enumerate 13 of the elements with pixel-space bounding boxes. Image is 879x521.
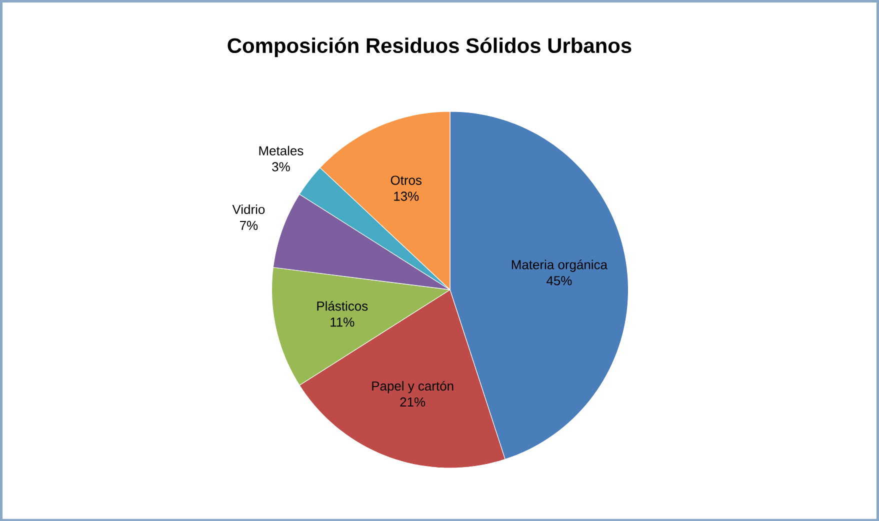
data-label: 13% — [394, 191, 419, 201]
data-label: 7% — [240, 220, 258, 230]
slice-label: Plásticos — [317, 300, 368, 311]
slice-label: Metales — [259, 146, 304, 156]
slice-label: Otros — [390, 176, 422, 185]
data-label: 11% — [330, 317, 354, 326]
slice-label: Vidrio — [232, 204, 265, 214]
slice-label: Papel y cartón — [372, 380, 454, 394]
slice-label: Materia orgánica — [512, 259, 608, 272]
chart-title: Composición Residuos Sólidos Urbanos — [228, 37, 632, 57]
data-label: 21% — [400, 397, 426, 406]
data-label: 3% — [272, 162, 290, 172]
data-label: 45% — [546, 276, 572, 286]
